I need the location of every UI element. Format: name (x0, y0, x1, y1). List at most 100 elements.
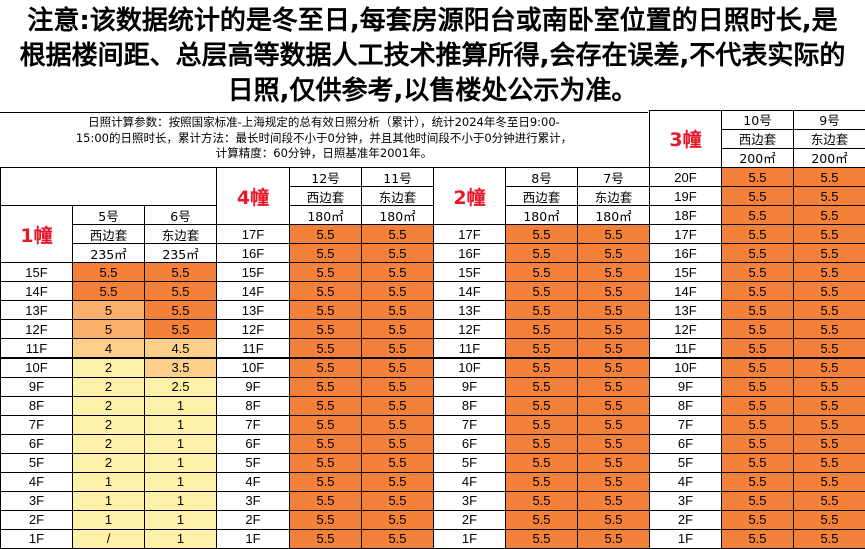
floor-label: 5F (0, 452, 73, 473)
sunlight-hours-cell: 5.5 (793, 395, 865, 416)
sunlight-hours-cell: 5.5 (361, 376, 434, 397)
floor-label: 16F (216, 243, 290, 264)
unit-header-area: 200㎡ (793, 147, 865, 168)
floor-label: 10F (0, 357, 73, 378)
floor-label: 11F (649, 338, 722, 359)
sunlight-hours-cell: 5.5 (793, 167, 865, 188)
floor-label: 17F (433, 224, 506, 245)
sunlight-hours-cell: 5.5 (577, 395, 650, 416)
floor-label: 17F (216, 224, 290, 245)
sunlight-hours-cell: 5.5 (289, 471, 362, 492)
sunlight-hours-cell: 5.5 (721, 414, 794, 435)
floor-label: 15F (216, 262, 290, 283)
sunlight-hours-cell: 5.5 (505, 319, 578, 340)
blank-filler (0, 167, 217, 207)
calc-params: 日照计算参数：按照国家标准-上海规定的总有效日照分析（累计），统计2024年冬至… (0, 112, 648, 167)
sunlight-hours-cell: 5.5 (793, 224, 865, 245)
sunlight-hours-cell: 5.5 (505, 471, 578, 492)
unit-header-area: 180㎡ (361, 205, 434, 226)
unit-header-area: 180㎡ (289, 205, 362, 226)
floor-label: 15F (433, 262, 506, 283)
sunlight-hours-cell: 5.5 (577, 509, 650, 530)
sunlight-hours-cell: 1 (144, 414, 217, 435)
sunlight-hours-cell: 5.5 (505, 357, 578, 378)
sunlight-hours-cell: 5.5 (361, 509, 434, 530)
sunlight-hours-cell: 5.5 (361, 357, 434, 378)
sunlight-hours-cell: 5.5 (577, 452, 650, 473)
params-line-3: 计算精度：60分钟，日照基准年2001年。 (215, 146, 433, 160)
sunlight-hours-cell: 5.5 (289, 395, 362, 416)
sunlight-hours-cell: 5.5 (289, 243, 362, 264)
building-label-b1: 1幢 (0, 205, 73, 264)
sunlight-hours-cell: 1 (72, 509, 145, 530)
unit-header-side: 西边套 (289, 186, 362, 207)
floor-label: 12F (649, 319, 722, 340)
floor-label: 7F (649, 414, 722, 435)
sunlight-hours-cell: 5.5 (721, 319, 794, 340)
floor-label: 13F (216, 300, 290, 321)
sunlight-hours-cell: 5.5 (289, 281, 362, 302)
floor-label: 2F (0, 509, 73, 530)
sunlight-hours-cell: 3.5 (144, 357, 217, 378)
floor-label: 6F (649, 433, 722, 454)
sunlight-hours-cell: 5.5 (361, 471, 434, 492)
sunlight-hours-cell: 5.5 (289, 338, 362, 359)
floor-label: 8F (0, 395, 73, 416)
sunlight-hours-cell: 5.5 (361, 338, 434, 359)
unit-header-area: 235㎡ (72, 243, 145, 264)
sunlight-hours-cell: 5.5 (361, 414, 434, 435)
sunlight-hours-cell: 5.5 (721, 528, 794, 549)
sunlight-hours-cell: 5.5 (361, 490, 434, 511)
unit-header-side: 东边套 (793, 128, 865, 149)
floor-label: 3F (649, 490, 722, 511)
notice-line-2: 根据楼间距、总层高等数据人工技术推算所得,会存在误差,不代表实际的 (19, 41, 846, 71)
unit-header-area: 200㎡ (721, 147, 794, 168)
sunlight-hours-cell: 5.5 (361, 243, 434, 264)
params-line-2: 15:00的日照时长，累计方法：最长时间段不小于0分钟，并且其他时间段不小于0分… (75, 130, 573, 145)
sunlight-hours-cell: 5.5 (793, 186, 865, 207)
sunlight-hours-cell: 5.5 (505, 262, 578, 283)
sunlight-hours-cell: 5.5 (505, 414, 578, 435)
floor-label: 20F (649, 167, 722, 188)
sunlight-hours-cell: 5.5 (289, 433, 362, 454)
floor-label: 11F (0, 338, 73, 359)
sunlight-hours-cell: 5.5 (577, 528, 650, 549)
sunlight-hours-cell: 5.5 (289, 509, 362, 530)
sunlight-hours-cell: 2 (72, 433, 145, 454)
sunlight-hours-cell: 5.5 (793, 300, 865, 321)
floor-label: 9F (0, 376, 73, 397)
sunlight-hours-cell: 5.5 (577, 262, 650, 283)
sunlight-hours-cell: 5.5 (577, 357, 650, 378)
sunlight-hours-cell: 5.5 (361, 452, 434, 473)
floor-label: 13F (649, 300, 722, 321)
unit-header-side: 西边套 (72, 224, 145, 245)
sunlight-hours-cell: 5.5 (505, 281, 578, 302)
sunlight-hours-cell: 5.5 (361, 433, 434, 454)
floor-label: 8F (649, 395, 722, 416)
sunlight-hours-cell: 5.5 (289, 262, 362, 283)
sunlight-hours-cell: / (72, 528, 145, 549)
sunlight-hours-cell: 2.5 (144, 376, 217, 397)
sunlight-hours-cell: 1 (144, 395, 217, 416)
floor-label: 17F (649, 224, 722, 245)
floor-label: 9F (649, 376, 722, 397)
sunlight-hours-cell: 5.5 (793, 528, 865, 549)
sunlight-hours-cell: 5.5 (577, 433, 650, 454)
sunlight-hours-cell: 5.5 (721, 376, 794, 397)
floor-label: 1F (216, 528, 290, 549)
floor-label: 4F (0, 471, 73, 492)
sunlight-hours-cell: 5.5 (577, 338, 650, 359)
sunlight-hours-cell: 1 (144, 490, 217, 511)
sunlight-hours-cell: 2 (72, 414, 145, 435)
sunlight-hours-cell: 5.5 (721, 167, 794, 188)
unit-header-no: 6号 (144, 205, 217, 226)
floor-label: 7F (0, 414, 73, 435)
unit-header-side: 东边套 (577, 186, 650, 207)
floor-label: 16F (433, 243, 506, 264)
sunlight-hours-cell: 5.5 (144, 262, 217, 283)
unit-header-area: 180㎡ (577, 205, 650, 226)
sunlight-hours-cell: 5.5 (721, 281, 794, 302)
floor-label: 8F (216, 395, 290, 416)
sunlight-hours-cell: 5.5 (289, 414, 362, 435)
floor-label: 1F (433, 528, 506, 549)
